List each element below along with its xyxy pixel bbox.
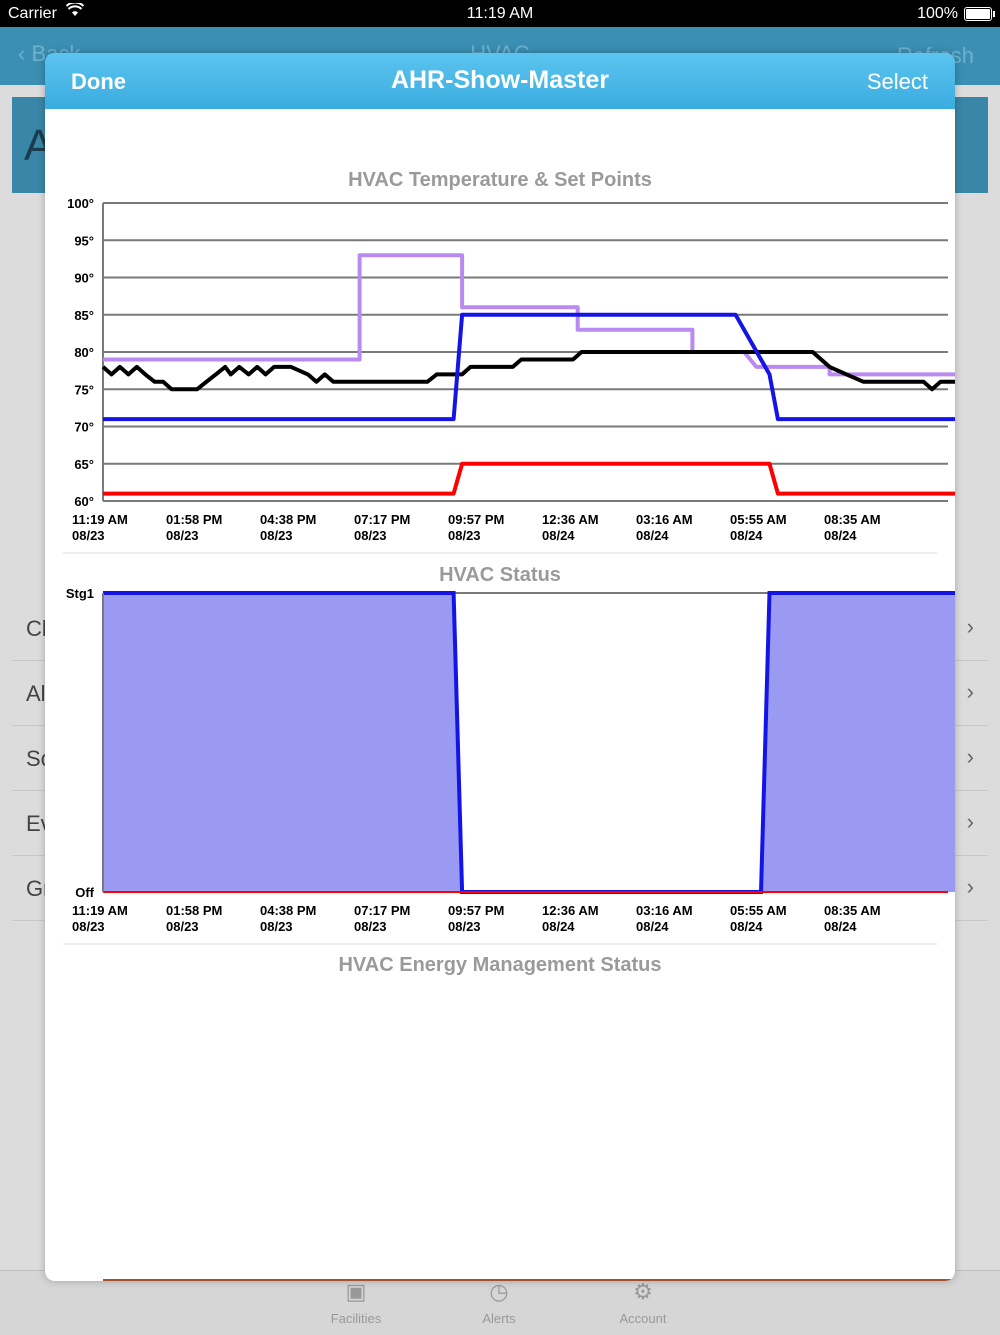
x-tick-date: 08/24 <box>636 528 669 543</box>
x-tick-time: 05:55 AM <box>730 903 787 918</box>
charts-container[interactable]: HVAC Temperature & Set Points 60° 65° 70° 75… <box>45 109 955 1281</box>
status-bar: Carrier 11:19 AM 100% <box>0 0 1000 27</box>
x-tick-date: 08/24 <box>824 919 857 934</box>
chart-modal: Done AHR-Show-Master Select HVAC Tempera… <box>45 53 955 1281</box>
status-area <box>103 593 955 892</box>
chart-title: HVAC Temperature & Set Points <box>348 169 652 191</box>
x-tick-date: 08/23 <box>354 919 387 934</box>
y-tick-label: Off <box>75 885 94 900</box>
x-tick-time: 05:55 AM <box>730 512 787 527</box>
x-tick-date: 08/23 <box>260 919 293 934</box>
tab-account: ⚙ Account <box>619 1279 667 1326</box>
chevron-right-icon: › <box>966 679 974 704</box>
x-tick-date: 08/24 <box>730 919 763 934</box>
x-tick-time: 08:35 AM <box>824 512 881 527</box>
modal-header: Done AHR-Show-Master Select <box>45 53 955 109</box>
x-tick-time: 01:58 PM <box>166 512 222 527</box>
y-tick-label: 60° <box>74 494 94 509</box>
y-tick-label: 65° <box>74 457 94 472</box>
y-tick-label: 100° <box>67 196 94 211</box>
wifi-icon <box>65 1 85 22</box>
x-tick-date: 08/23 <box>354 528 387 543</box>
x-tick-time: 11:19 AM <box>72 512 128 527</box>
x-tick-time: 04:38 PM <box>260 512 316 527</box>
y-tick-label: Stg1 <box>66 586 94 601</box>
y-tick-label: 70° <box>74 420 94 435</box>
select-button[interactable]: Select <box>866 69 928 94</box>
x-tick-date: 08/23 <box>72 528 105 543</box>
x-tick-time: 01:58 PM <box>166 903 222 918</box>
x-tick-date: 08/24 <box>730 528 763 543</box>
x-tick-date: 08/23 <box>166 528 199 543</box>
x-tick-time: 09:57 PM <box>448 903 504 918</box>
clock: 11:19 AM <box>466 5 534 22</box>
clock-icon: ◷ <box>489 1279 509 1304</box>
x-tick-date: 08/24 <box>636 919 669 934</box>
chevron-right-icon: › <box>966 614 974 639</box>
x-tick-time: 12:36 AM <box>542 512 599 527</box>
x-tick-time: 09:57 PM <box>448 512 504 527</box>
chevron-right-icon: › <box>966 744 974 769</box>
modal-title: AHR-Show-Master <box>390 66 610 94</box>
done-button[interactable]: Done <box>71 69 126 94</box>
x-tick-time: 12:36 AM <box>542 903 599 918</box>
series-line <box>103 461 955 496</box>
x-tick-date: 08/23 <box>166 919 199 934</box>
battery-icon <box>964 7 995 21</box>
gear-icon: ⚙ <box>633 1279 653 1304</box>
x-tick-time: 07:17 PM <box>354 903 410 918</box>
y-tick-label: 80° <box>74 345 94 360</box>
charts-svg: HVAC Temperature & Set Points 60° 65° 70° 75… <box>63 169 955 1281</box>
x-tick-time: 04:38 PM <box>260 903 316 918</box>
chart-title: HVAC Energy Management Status <box>338 954 661 976</box>
x-tick-time: 11:19 AM <box>72 903 128 918</box>
x-tick-date: 08/24 <box>542 919 575 934</box>
y-tick-label: 90° <box>74 271 94 286</box>
chevron-right-icon: › <box>966 809 974 834</box>
series-line <box>101 350 955 392</box>
tab-facilities: ▣ Facilities <box>330 1279 382 1326</box>
x-tick-time: 07:17 PM <box>354 512 410 527</box>
chart-title: HVAC Status <box>439 564 561 586</box>
tab-alerts: ◷ Alerts <box>482 1279 516 1326</box>
x-tick-date: 08/23 <box>448 919 481 934</box>
x-tick-time: 03:16 AM <box>636 903 693 918</box>
carrier-label: Carrier <box>8 5 57 22</box>
x-tick-date: 08/23 <box>260 528 293 543</box>
x-tick-time: 08:35 AM <box>824 903 881 918</box>
battery-percent: 100% <box>917 5 958 22</box>
chevron-right-icon: › <box>966 874 974 899</box>
x-tick-date: 08/24 <box>542 528 575 543</box>
x-tick-date: 08/23 <box>72 919 105 934</box>
series-line <box>103 253 955 377</box>
y-tick-label: 75° <box>74 382 94 397</box>
x-tick-date: 08/24 <box>824 528 857 543</box>
x-tick-date: 08/23 <box>448 528 481 543</box>
y-tick-label: 95° <box>74 233 94 248</box>
y-tick-label: 85° <box>74 308 94 323</box>
building-icon: ▣ <box>345 1279 367 1304</box>
series-line <box>103 312 955 422</box>
x-tick-time: 03:16 AM <box>636 512 693 527</box>
